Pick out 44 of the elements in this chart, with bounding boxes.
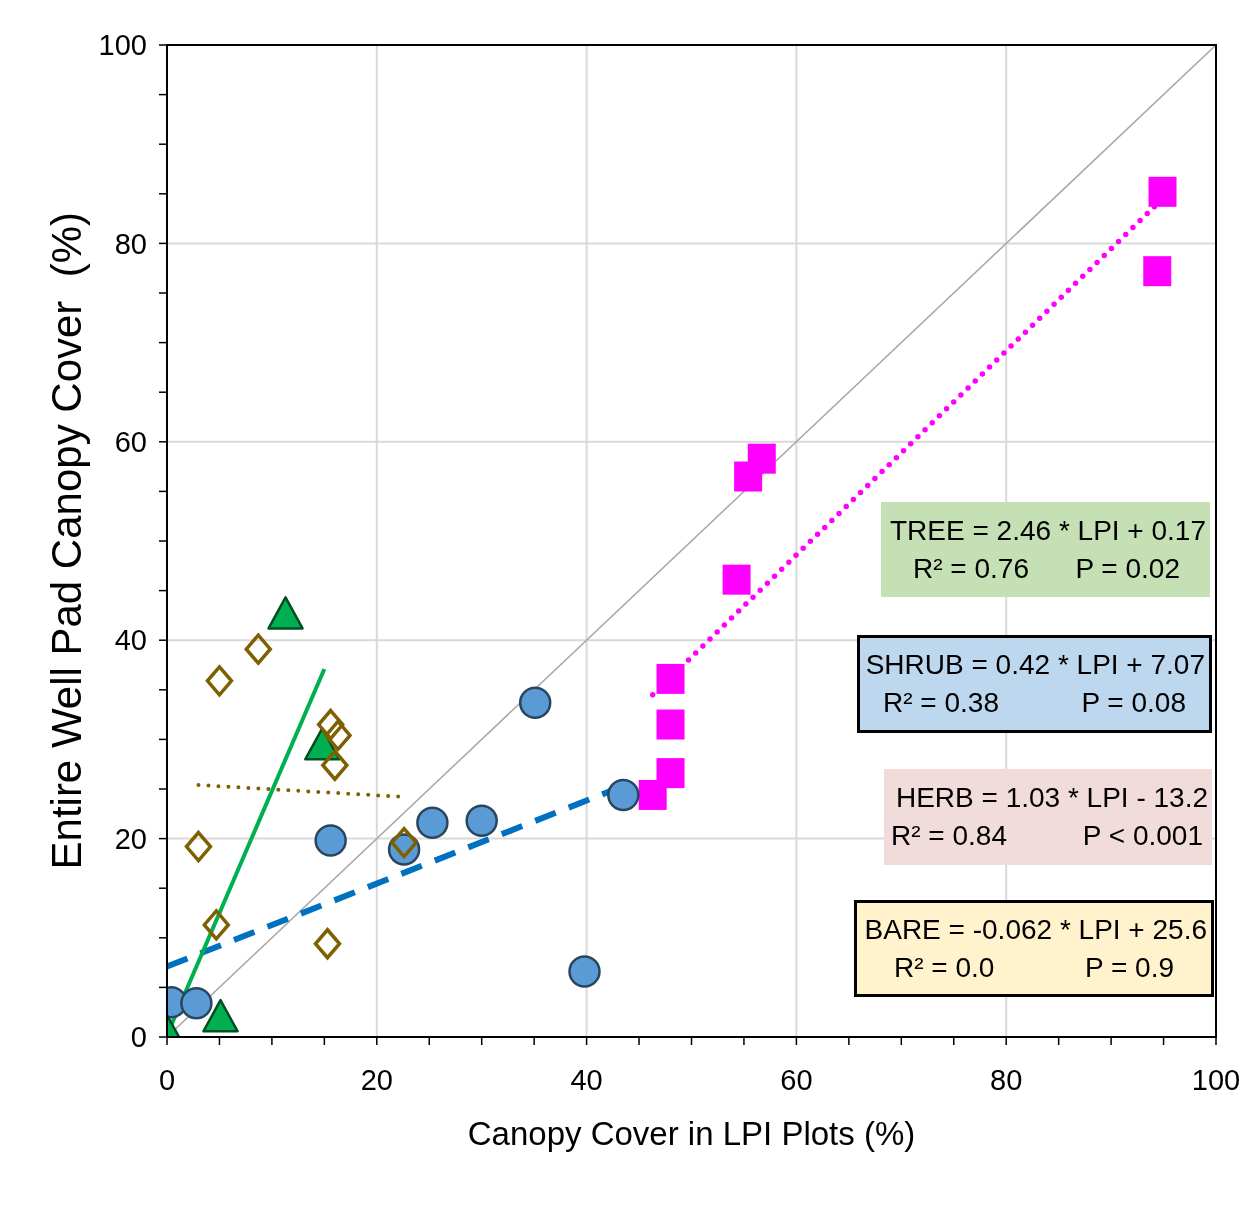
point [1143,256,1172,287]
point [314,824,347,857]
point [321,749,349,781]
x-tick-label: 80 [990,1063,1023,1096]
point [656,758,685,789]
point [390,826,418,859]
point [1148,176,1177,207]
y-tick-label: 20 [114,822,147,855]
y-tick-label: 0 [130,1021,147,1054]
point [607,778,640,812]
x-tick-label: 40 [570,1063,603,1096]
point [416,806,449,839]
y-tick-label: 100 [98,29,147,62]
y-axis-title: Entire Well Pad Canopy Cover (%) [43,212,91,870]
y-tick-label: 60 [114,426,147,459]
point [202,909,231,941]
point [518,686,552,719]
x-tick-label: 60 [780,1063,813,1096]
text: SHRUB = 0.42 * LPI + 7.07 R² = 0.38 P = 0.08 [865,649,1205,718]
x-tick-label: 100 [1191,1063,1241,1096]
y-tick-label: 80 [114,227,147,260]
text: HERB = 1.03 * LPI - 13.2 R² = 0.84 P < 0.001 [891,782,1208,851]
point [656,709,685,740]
y-tick-label: 40 [114,624,147,657]
point [734,461,763,492]
point [244,633,273,665]
x-tick-label: 0 [158,1063,176,1096]
point [205,665,234,697]
text: TREE = 2.46 * LPI + 0.17 R² = 0.76 P = 0.02 [890,514,1206,584]
point [267,596,304,630]
point [184,830,213,863]
point [202,998,239,1033]
point [324,719,352,752]
text: BARE = -0.062 * LPI + 25.6 R² = 0.0 P = 0.9 [864,913,1207,983]
point [568,955,601,988]
point [180,987,213,1020]
point [313,928,342,960]
point [638,779,667,810]
x-tick-label: 20 [360,1063,393,1096]
point [316,708,345,741]
point [465,804,498,837]
point [722,564,751,595]
x-axis-title: Canopy Cover in LPI Plots (%) [466,1115,917,1153]
point [656,663,685,694]
